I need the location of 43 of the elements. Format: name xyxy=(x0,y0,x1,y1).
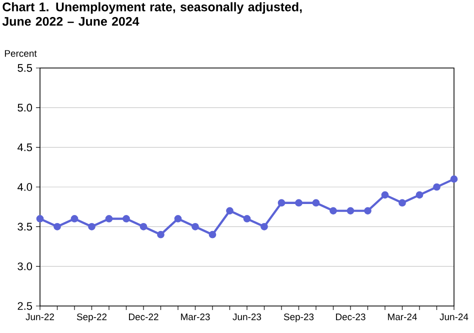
point xyxy=(398,199,406,207)
y-tick-label: 3.0 xyxy=(18,262,32,270)
x-tick-label: Mar-24 xyxy=(388,314,417,320)
point xyxy=(36,215,44,222)
point xyxy=(433,183,440,191)
x-tick-label: Mar-23 xyxy=(181,314,210,320)
point xyxy=(192,222,199,230)
y-tick-label: 3.5 xyxy=(18,222,32,231)
point xyxy=(364,207,372,214)
y-tick-label: 2.5 xyxy=(18,302,32,310)
x-tick-label: Dec-22 xyxy=(129,314,158,320)
point xyxy=(54,222,61,230)
point xyxy=(157,230,164,238)
point xyxy=(346,207,354,214)
x-tick-label: Dec-23 xyxy=(336,314,366,320)
x-tick-label: Jun-23 xyxy=(232,314,262,320)
point xyxy=(140,222,148,230)
y-tick-label: 5.5 xyxy=(18,64,32,72)
y-tick-label: 4.0 xyxy=(17,183,32,191)
point xyxy=(105,215,113,222)
point xyxy=(226,207,234,214)
x-tick-label: Jun-22 xyxy=(26,314,54,320)
point xyxy=(70,215,78,222)
point xyxy=(243,215,251,222)
point xyxy=(278,199,286,207)
y-tick-label: 4.5 xyxy=(17,144,32,152)
point xyxy=(260,222,268,230)
y-axis-title: Percent xyxy=(4,50,37,57)
point xyxy=(174,215,182,222)
point xyxy=(416,191,424,199)
x-tick-label: Sep-22 xyxy=(76,314,107,322)
point xyxy=(450,175,458,183)
x-tick-label: Sep-23 xyxy=(284,314,314,322)
point xyxy=(295,199,302,207)
point xyxy=(122,215,130,222)
y-tick-label: 5.0 xyxy=(18,104,32,112)
point xyxy=(330,207,337,214)
chart-title: Chart 1. Unemployment rate, seasonally adjusted, June 2022 – June 2024 xyxy=(2,2,302,26)
x-tick-label: Jun-24 xyxy=(440,314,468,320)
point xyxy=(381,191,389,199)
point xyxy=(88,222,96,230)
point xyxy=(312,199,320,207)
point xyxy=(208,230,216,238)
